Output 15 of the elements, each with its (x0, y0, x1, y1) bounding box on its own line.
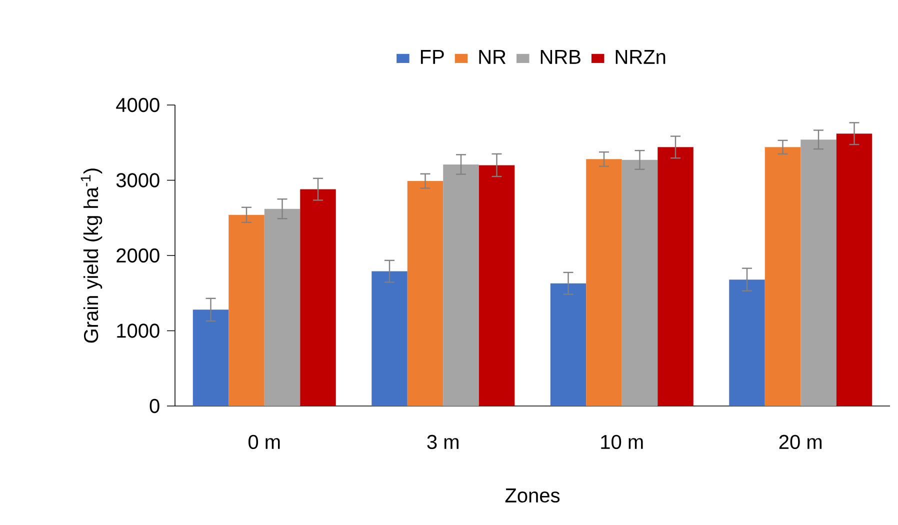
y-tick-label: 2000 (116, 248, 160, 263)
y-tick-label: 1000 (117, 324, 160, 338)
y-axis-title: Grain yield (kg ha$^{-1}$) (80, 168, 102, 343)
legend-label: NRB (540, 50, 580, 64)
x-tick-label: 10 m (601, 434, 643, 450)
legend-label: NR (479, 50, 506, 64)
x-tick-label: 3 m (427, 434, 458, 450)
x-axis-title: Zones (505, 488, 560, 503)
y-tick-label: 0 (150, 398, 160, 414)
y-tick-label: 4000 (116, 98, 160, 112)
legend-label: FP (420, 50, 444, 64)
y-tick-label: 3000 (116, 173, 160, 188)
x-tick-label: 20 m (779, 434, 822, 450)
legend-label: NRZn (616, 50, 666, 64)
x-tick-label: 0 m (248, 434, 280, 450)
